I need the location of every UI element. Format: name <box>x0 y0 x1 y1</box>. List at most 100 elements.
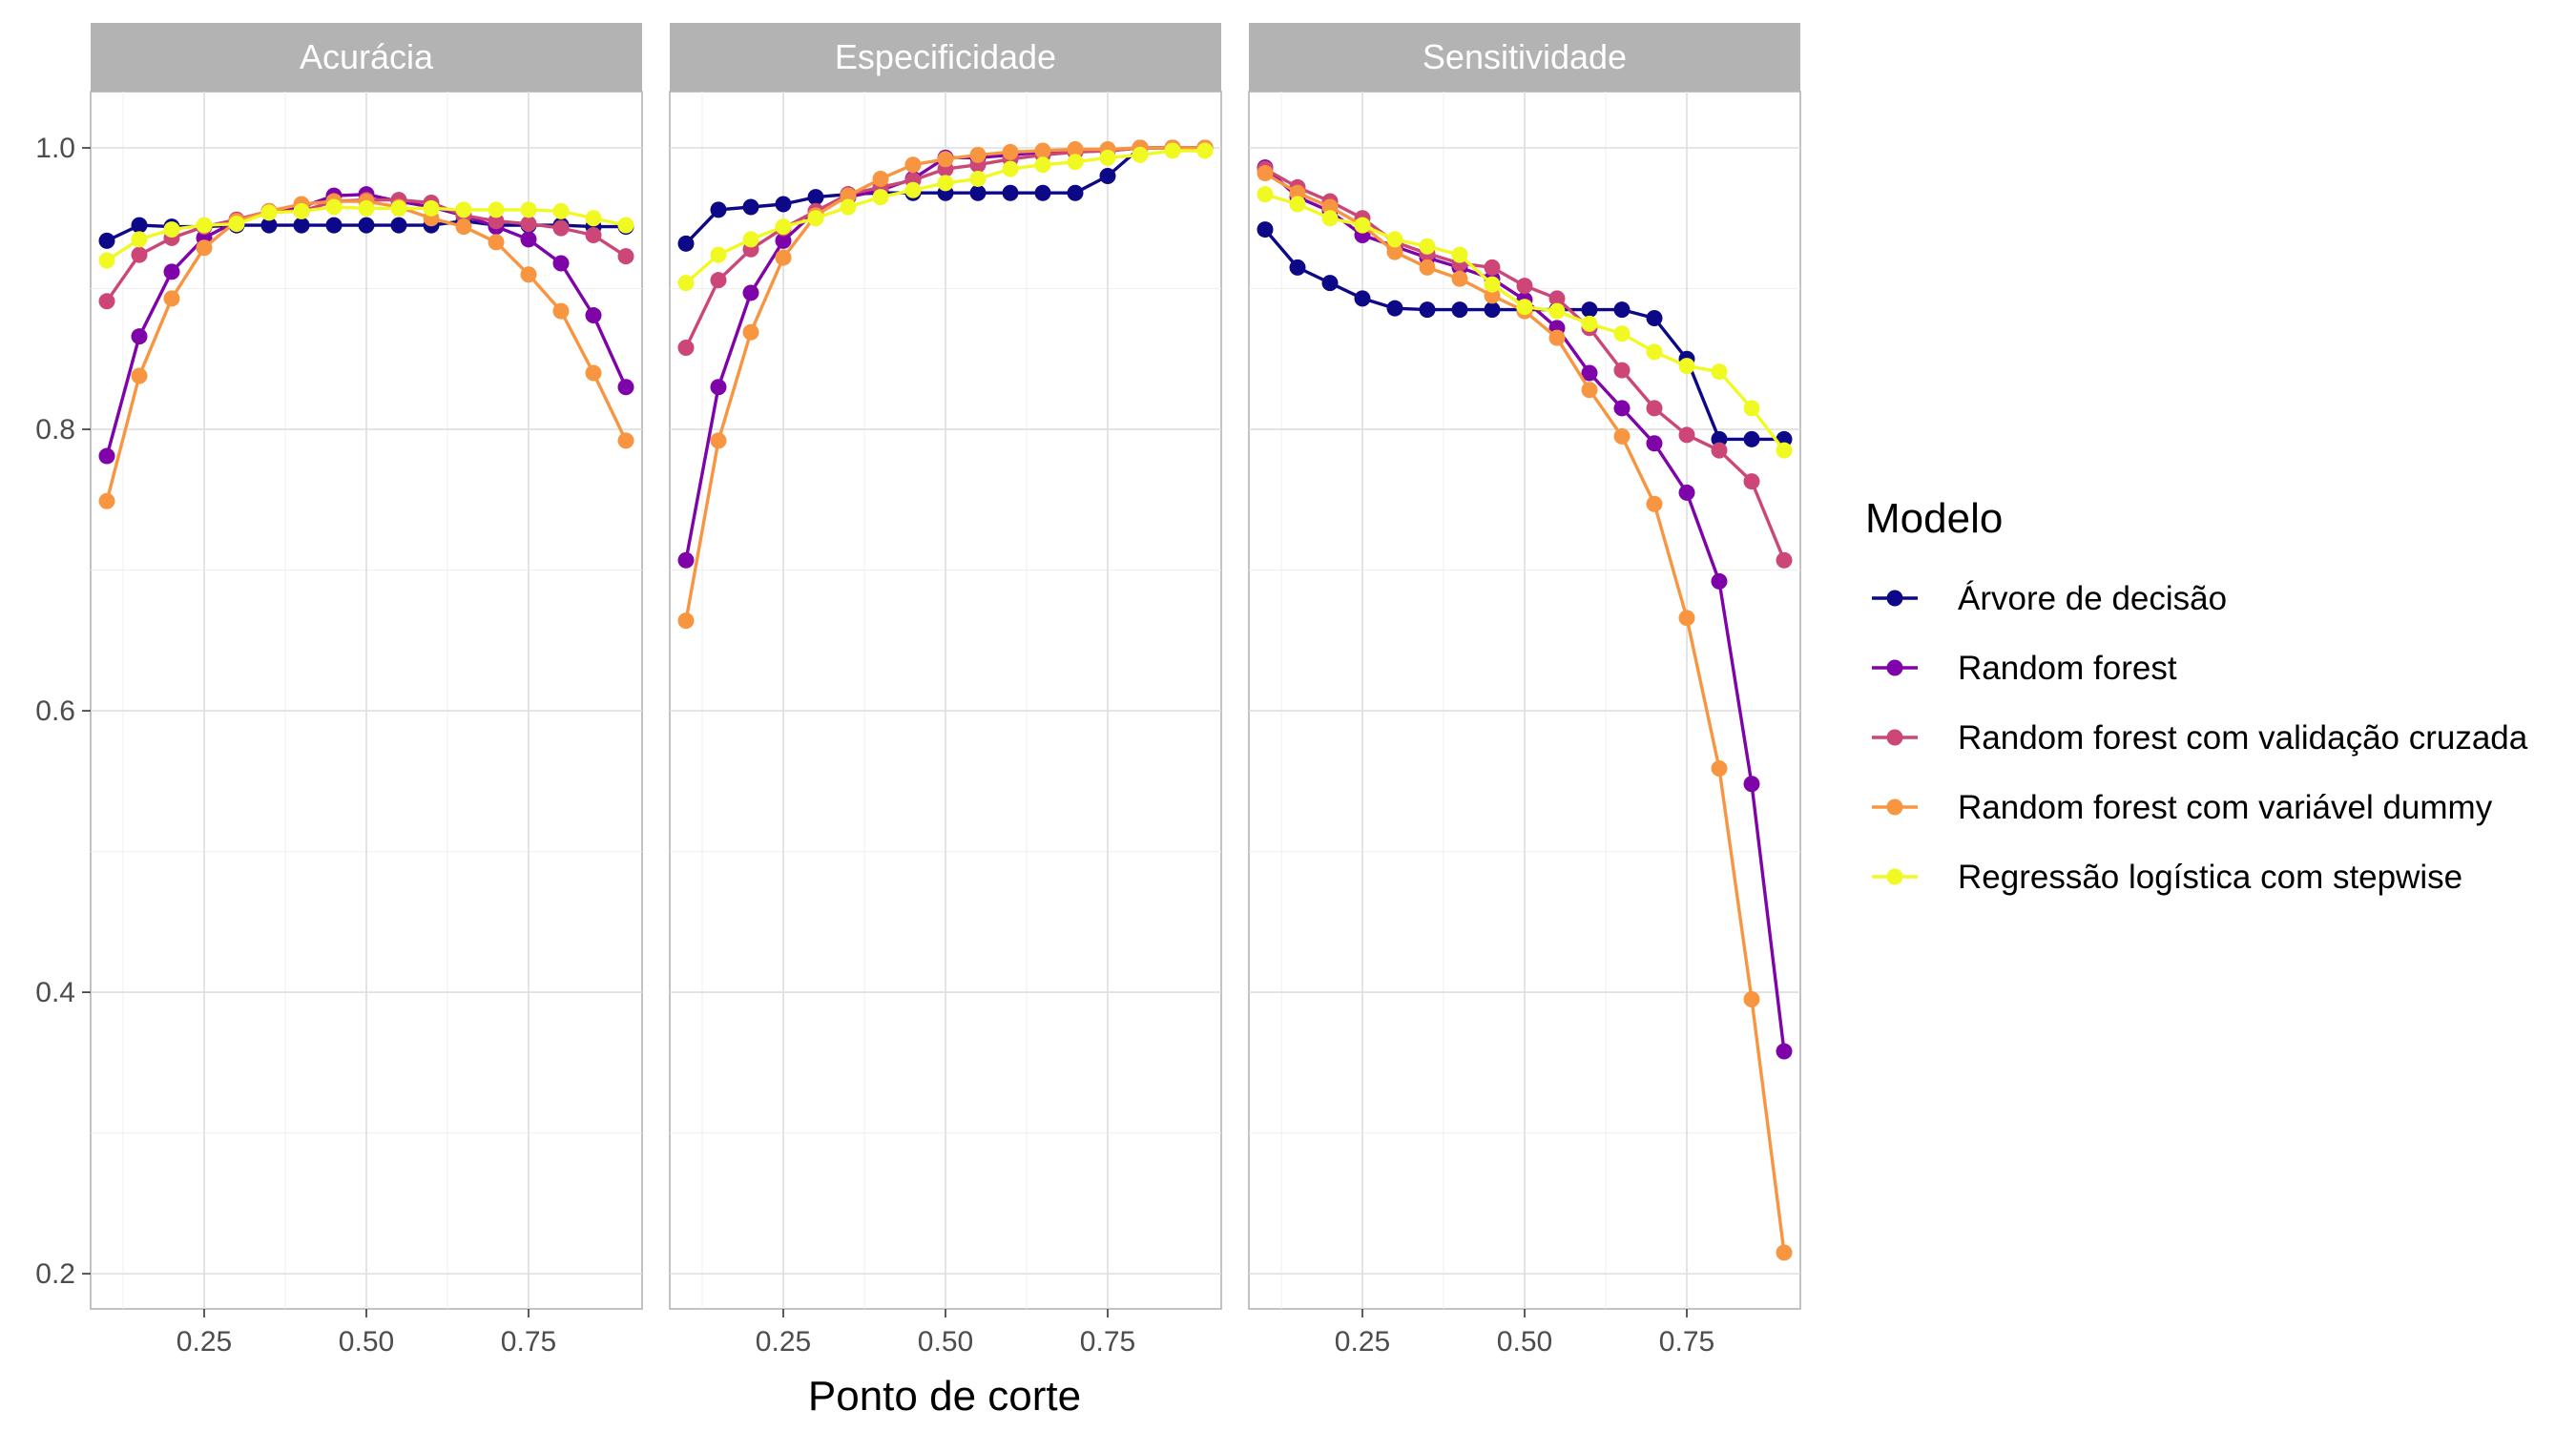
data-point <box>1711 430 1728 447</box>
data-point <box>1516 299 1533 316</box>
data-point <box>1289 184 1306 201</box>
facet-strip <box>1249 23 1800 92</box>
data-point <box>775 232 792 249</box>
data-point <box>742 284 759 301</box>
x-tick-label: 0.75 <box>1080 1326 1135 1358</box>
data-point <box>520 201 537 218</box>
data-point <box>807 189 824 206</box>
facet-title: Especificidade <box>835 37 1056 76</box>
data-point <box>1581 364 1598 382</box>
y-tick-label: 0.8 <box>35 414 75 446</box>
data-point <box>552 219 570 237</box>
data-point <box>1646 400 1663 417</box>
data-point <box>1646 495 1663 512</box>
data-point <box>1743 400 1760 417</box>
data-point <box>98 232 115 249</box>
data-point <box>1002 160 1019 177</box>
y-tick-label: 1.0 <box>35 133 75 164</box>
data-point <box>585 364 602 382</box>
data-point <box>1321 275 1339 292</box>
data-point <box>325 198 343 216</box>
data-point <box>1289 196 1306 213</box>
facet-title: Sensitividade <box>1423 37 1627 76</box>
data-point <box>488 234 505 251</box>
data-point <box>1484 259 1501 276</box>
y-tick-label: 0.4 <box>35 977 75 1008</box>
data-point <box>552 255 570 272</box>
data-point <box>1354 217 1371 234</box>
data-point <box>617 248 634 265</box>
data-point <box>163 290 180 307</box>
data-point <box>98 492 115 509</box>
data-point <box>1484 301 1501 319</box>
data-point <box>1099 168 1116 185</box>
data-point <box>1321 210 1339 227</box>
legend-item: Random forest <box>1872 650 2177 687</box>
data-point <box>1613 400 1631 417</box>
data-point <box>131 328 148 345</box>
data-point <box>1002 184 1019 201</box>
data-point <box>1067 154 1084 171</box>
data-point <box>1646 343 1663 361</box>
legend-title: Modelo <box>1865 495 2003 542</box>
data-point <box>196 239 213 257</box>
x-tick-label: 0.25 <box>1335 1326 1390 1358</box>
data-point <box>1581 301 1598 319</box>
data-point <box>742 198 759 216</box>
data-point <box>488 201 505 218</box>
data-point <box>131 367 148 384</box>
data-point <box>1034 156 1051 174</box>
data-point <box>552 302 570 320</box>
data-point <box>1516 278 1533 295</box>
data-point <box>163 263 180 280</box>
data-point <box>260 204 278 221</box>
series-Regressão logística com stepwise <box>1257 186 1793 459</box>
data-point <box>807 210 824 227</box>
facet-title: Acurácia <box>300 37 434 76</box>
data-point <box>1034 184 1051 201</box>
facet-strip <box>91 23 642 92</box>
data-point <box>617 379 634 396</box>
data-point <box>1711 572 1728 590</box>
legend-key-point <box>1886 659 1903 676</box>
data-point <box>1678 358 1695 375</box>
data-point <box>677 551 695 569</box>
data-point <box>1451 270 1468 287</box>
x-tick-label: 0.50 <box>918 1326 973 1358</box>
legend-label: Random forest com variável dummy <box>1958 789 2493 826</box>
data-point <box>937 175 954 192</box>
data-point <box>840 187 857 204</box>
data-point <box>840 198 857 216</box>
data-point <box>1711 363 1728 381</box>
data-point <box>1581 382 1598 399</box>
data-point <box>131 231 148 248</box>
data-point <box>677 235 695 252</box>
data-point <box>98 252 115 269</box>
data-point <box>1743 473 1760 490</box>
data-point <box>1386 300 1403 317</box>
data-point <box>1613 325 1631 342</box>
data-point <box>1678 484 1695 501</box>
data-point <box>710 379 727 396</box>
data-point <box>1646 309 1663 326</box>
data-point <box>677 612 695 630</box>
data-point <box>1776 1244 1793 1261</box>
y-tick-label: 0.2 <box>35 1258 75 1290</box>
data-point <box>1067 184 1084 201</box>
data-point <box>617 217 634 234</box>
data-point <box>1419 301 1436 319</box>
data-point <box>1613 301 1631 319</box>
data-point <box>1196 142 1214 159</box>
data-point <box>98 447 115 465</box>
data-point <box>520 216 537 233</box>
legend-label: Random forest <box>1958 650 2177 687</box>
data-point <box>775 249 792 266</box>
data-point <box>1678 610 1695 627</box>
legend-item: Regressão logística com stepwise <box>1872 859 2462 896</box>
data-point <box>1451 246 1468 263</box>
legend-key-point <box>1886 868 1903 885</box>
data-point <box>1711 760 1728 778</box>
data-point <box>1711 442 1728 459</box>
x-tick-label: 0.75 <box>501 1326 556 1358</box>
data-point <box>196 217 213 234</box>
